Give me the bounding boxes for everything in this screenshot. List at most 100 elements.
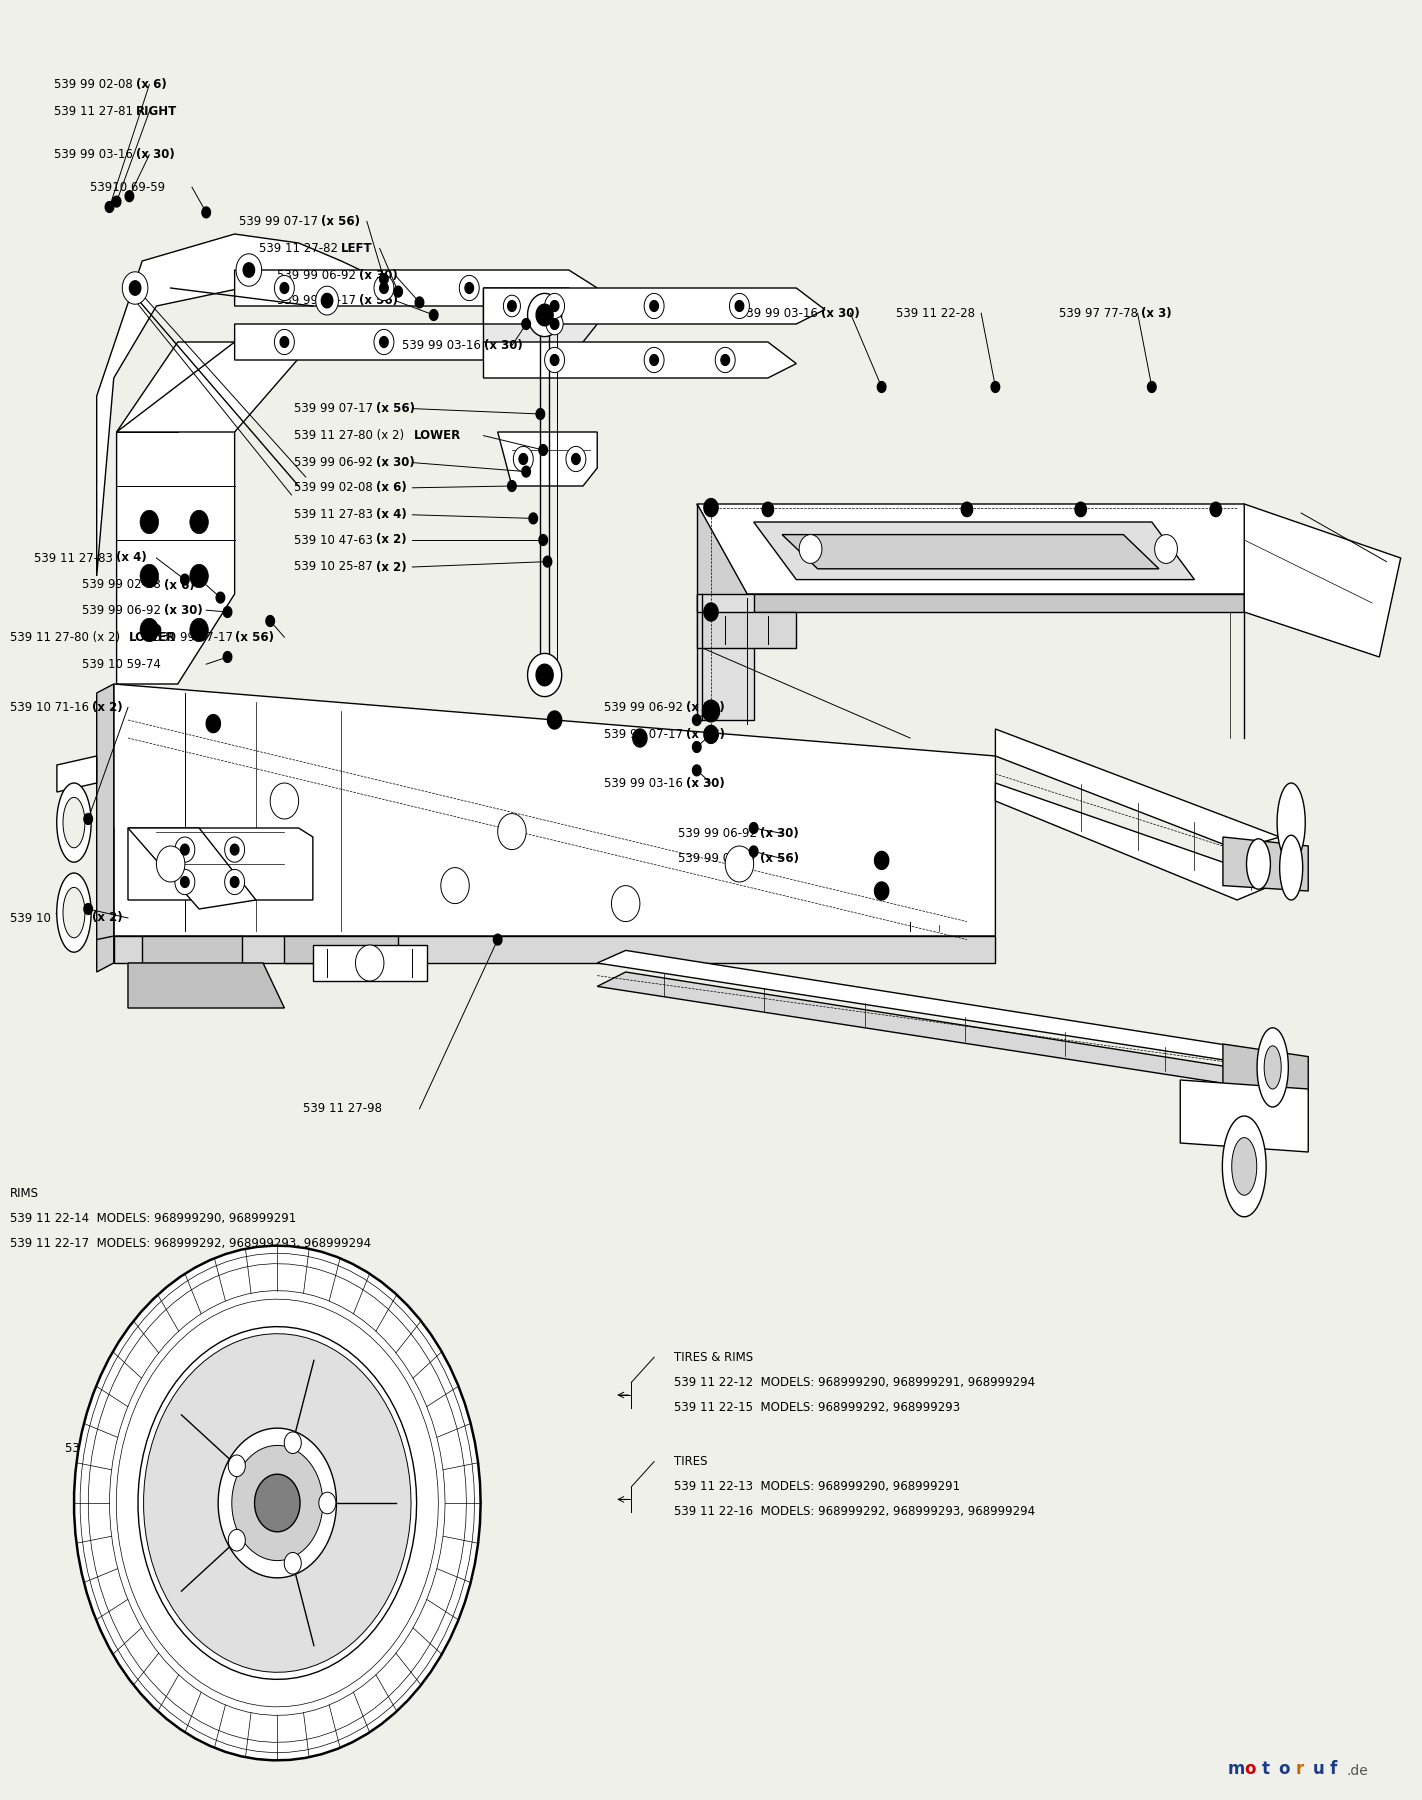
Polygon shape — [799, 535, 822, 563]
Text: 539 11 22-28: 539 11 22-28 — [896, 306, 975, 320]
Polygon shape — [633, 729, 647, 747]
Polygon shape — [237, 1377, 246, 1388]
Text: (x 6): (x 6) — [164, 578, 195, 592]
Polygon shape — [1264, 1046, 1281, 1089]
Polygon shape — [313, 945, 427, 981]
Text: f: f — [1330, 1760, 1337, 1778]
Polygon shape — [550, 355, 559, 365]
Polygon shape — [545, 293, 565, 319]
Text: 539 99 03-16: 539 99 03-16 — [54, 148, 137, 162]
Polygon shape — [321, 293, 333, 308]
Polygon shape — [122, 272, 148, 304]
Text: LOWER: LOWER — [129, 630, 176, 644]
Text: 539 99 02-08: 539 99 02-08 — [294, 481, 377, 495]
Polygon shape — [374, 275, 394, 301]
Polygon shape — [191, 565, 209, 587]
Text: (x 30): (x 30) — [685, 776, 725, 790]
Polygon shape — [459, 275, 479, 301]
Polygon shape — [1231, 1138, 1257, 1195]
Polygon shape — [702, 700, 720, 722]
Polygon shape — [175, 837, 195, 862]
Text: (x 30): (x 30) — [483, 338, 523, 353]
Polygon shape — [546, 313, 563, 335]
Polygon shape — [97, 828, 114, 972]
Text: (x 56): (x 56) — [358, 293, 398, 308]
Polygon shape — [528, 653, 562, 697]
Polygon shape — [274, 275, 294, 301]
Polygon shape — [539, 445, 547, 455]
Polygon shape — [112, 196, 121, 207]
Polygon shape — [1180, 1080, 1308, 1152]
Text: (x 6): (x 6) — [135, 77, 166, 92]
Text: 539 99 06-92: 539 99 06-92 — [277, 268, 360, 283]
Polygon shape — [284, 1433, 301, 1454]
Text: 539 99 07-17: 539 99 07-17 — [678, 851, 761, 866]
Polygon shape — [522, 466, 530, 477]
Polygon shape — [1257, 1028, 1288, 1107]
Polygon shape — [991, 382, 1000, 392]
Polygon shape — [152, 625, 161, 635]
Polygon shape — [522, 319, 530, 329]
Text: (x 30): (x 30) — [820, 306, 860, 320]
Text: 539 11 27-83: 539 11 27-83 — [294, 508, 377, 522]
Polygon shape — [380, 283, 388, 293]
Text: (x 3): (x 3) — [1140, 306, 1172, 320]
Text: o: o — [1244, 1760, 1256, 1778]
Polygon shape — [749, 823, 758, 833]
Polygon shape — [114, 684, 995, 936]
Text: 539 91 22-34: 539 91 22-34 — [65, 1442, 145, 1456]
Polygon shape — [235, 324, 569, 360]
Polygon shape — [1210, 502, 1221, 517]
Text: o: o — [1278, 1760, 1290, 1778]
Polygon shape — [704, 603, 718, 621]
Polygon shape — [144, 1334, 411, 1672]
Polygon shape — [316, 286, 338, 315]
Polygon shape — [961, 502, 973, 517]
Polygon shape — [429, 310, 438, 320]
Polygon shape — [1155, 535, 1177, 563]
Polygon shape — [129, 281, 141, 295]
Text: m: m — [1227, 1760, 1244, 1778]
Polygon shape — [1223, 1116, 1266, 1217]
Polygon shape — [782, 535, 1159, 569]
Polygon shape — [319, 1492, 336, 1514]
Polygon shape — [650, 355, 658, 365]
Polygon shape — [84, 904, 92, 914]
Text: (x 56): (x 56) — [685, 727, 725, 742]
Polygon shape — [519, 454, 528, 464]
Text: 539 11 22-12  MODELS: 968999290, 968999291, 968999294: 539 11 22-12 MODELS: 968999290, 96899929… — [674, 1375, 1035, 1390]
Text: TIRES & RIMS: TIRES & RIMS — [674, 1350, 754, 1364]
Polygon shape — [97, 234, 398, 576]
Polygon shape — [995, 729, 1280, 850]
Text: 539 11 22-17  MODELS: 968999292, 968999293, 968999294: 539 11 22-17 MODELS: 968999292, 96899929… — [10, 1237, 371, 1251]
Text: (x 56): (x 56) — [375, 401, 415, 416]
Polygon shape — [374, 329, 394, 355]
Polygon shape — [380, 337, 388, 347]
Polygon shape — [415, 297, 424, 308]
Text: 539 99 06-92: 539 99 06-92 — [604, 700, 687, 715]
Polygon shape — [539, 535, 547, 545]
Polygon shape — [498, 432, 597, 486]
Polygon shape — [156, 846, 185, 882]
Polygon shape — [141, 619, 159, 641]
Polygon shape — [749, 846, 758, 857]
Polygon shape — [280, 283, 289, 293]
Polygon shape — [235, 270, 597, 306]
Text: 539 11 27-82: 539 11 27-82 — [259, 241, 341, 256]
Text: 539 11 27-81: 539 11 27-81 — [54, 104, 137, 119]
Text: 539 11 27-80 (x 2): 539 11 27-80 (x 2) — [10, 630, 124, 644]
Text: RIGHT: RIGHT — [135, 104, 176, 119]
Polygon shape — [128, 828, 256, 909]
Polygon shape — [1223, 837, 1308, 891]
Polygon shape — [550, 319, 559, 329]
Text: 539 97 77-78: 539 97 77-78 — [1059, 306, 1142, 320]
Text: 539 10 59-74: 539 10 59-74 — [82, 657, 161, 671]
Polygon shape — [536, 409, 545, 419]
Polygon shape — [483, 288, 825, 324]
Text: 539 11 22-16  MODELS: 968999292, 968999293, 968999294: 539 11 22-16 MODELS: 968999292, 96899929… — [674, 1505, 1035, 1519]
Polygon shape — [644, 293, 664, 319]
Polygon shape — [503, 295, 520, 317]
Polygon shape — [735, 301, 744, 311]
Polygon shape — [550, 301, 559, 311]
Text: RIMS: RIMS — [10, 1186, 38, 1201]
